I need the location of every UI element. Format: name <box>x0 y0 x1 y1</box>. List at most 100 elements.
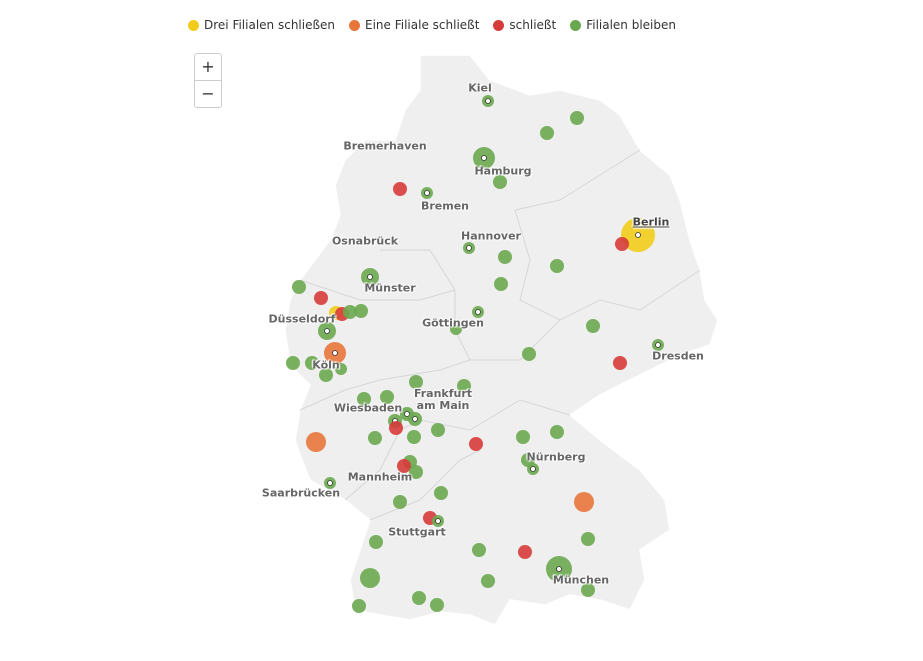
branch-marker <box>472 543 486 557</box>
branch-marker <box>393 495 407 509</box>
legend-item[interactable]: Drei Filialen schließen <box>188 18 335 32</box>
zoom-out[interactable]: − <box>195 80 221 107</box>
city-label: Wiesbaden <box>333 401 403 415</box>
branch-marker <box>369 535 383 549</box>
branch-marker <box>380 390 394 404</box>
city-label: Saarbrücken <box>261 486 341 500</box>
city-label: Bremerhaven <box>343 139 427 153</box>
city-dot <box>435 518 441 524</box>
city-label: Nürnberg <box>526 450 586 464</box>
branch-marker <box>360 568 380 588</box>
city-label: Stuttgart <box>388 525 446 539</box>
branch-marker <box>613 356 627 370</box>
city-dot <box>412 416 418 422</box>
branch-marker <box>412 591 426 605</box>
branch-marker <box>286 356 300 370</box>
branch-marker <box>368 431 382 445</box>
branch-marker <box>409 375 423 389</box>
branch-marker <box>574 492 594 512</box>
branch-marker <box>518 545 532 559</box>
city-label: Berlin <box>632 215 670 229</box>
legend-swatch <box>493 19 505 31</box>
city-dot <box>481 155 487 161</box>
city-dot <box>324 328 330 334</box>
legend-label: Filialen bleiben <box>586 18 676 32</box>
zoom-in[interactable]: + <box>201 57 215 76</box>
city-label: Osnabrück <box>331 234 399 248</box>
branch-marker <box>550 425 564 439</box>
zoom-control[interactable]: + − <box>194 53 222 108</box>
branch-marker <box>305 356 319 370</box>
branch-marker <box>292 280 306 294</box>
branch-marker <box>393 182 407 196</box>
branch-marker <box>389 421 403 435</box>
city-dot <box>475 309 481 315</box>
branch-marker <box>516 430 530 444</box>
branch-marker <box>581 532 595 546</box>
city-label: Münster <box>364 281 416 295</box>
legend-label: Eine Filiale schließt <box>365 18 480 32</box>
branch-marker <box>397 459 411 473</box>
branch-marker <box>407 430 421 444</box>
branch-marker <box>352 599 366 613</box>
branch-marker <box>431 423 445 437</box>
branch-marker <box>570 111 584 125</box>
city-label: Dresden <box>652 349 704 363</box>
legend-swatch <box>349 19 361 31</box>
branch-marker <box>319 368 333 382</box>
branch-marker <box>354 304 368 318</box>
city-label: Hamburg <box>474 164 532 178</box>
branch-marker <box>522 347 536 361</box>
city-dot <box>485 98 491 104</box>
legend-item[interactable]: Eine Filiale schließt <box>349 18 479 32</box>
branch-marker <box>357 392 371 406</box>
city-dot <box>556 566 562 572</box>
branch-marker <box>498 250 512 264</box>
branch-marker <box>306 432 326 452</box>
city-dot <box>466 245 472 251</box>
branch-marker <box>540 126 554 140</box>
branch-marker <box>550 259 564 273</box>
city-label: Hannover <box>461 229 521 243</box>
city-dot <box>327 480 333 486</box>
city-label: Kiel <box>468 81 492 95</box>
city-dot <box>332 350 338 356</box>
branch-marker <box>581 583 595 597</box>
legend-swatch <box>570 19 582 31</box>
branch-marker <box>469 437 483 451</box>
legend-item[interactable]: schließt <box>493 18 556 32</box>
city-dot <box>367 274 373 280</box>
germany-outline <box>284 54 719 626</box>
city-label: Göttingen <box>422 316 484 330</box>
city-dot <box>530 466 536 472</box>
city-label: Köln <box>312 358 340 372</box>
legend-swatch <box>188 19 199 31</box>
legend-label: schließt <box>509 18 557 32</box>
branch-marker <box>335 363 347 375</box>
branch-marker <box>586 319 600 333</box>
legend-label: Drei Filialen schließen <box>204 18 336 32</box>
city-label: Mannheim <box>347 470 413 484</box>
branch-marker <box>493 175 507 189</box>
legend: Drei Filialen schließen Eine Filiale schl… <box>188 18 676 32</box>
branch-marker <box>434 486 448 500</box>
branch-marker <box>430 598 444 612</box>
branch-marker <box>457 379 471 393</box>
legend-item[interactable]: Filialen bleiben <box>570 18 676 32</box>
city-label: München <box>552 573 610 587</box>
city-dot <box>404 411 410 417</box>
city-label: Düsseldorf <box>268 312 336 326</box>
branch-marker <box>343 305 357 319</box>
branch-marker <box>615 237 629 251</box>
branch-marker <box>481 574 495 588</box>
branch-marker <box>450 323 462 335</box>
city-dot <box>424 190 430 196</box>
branch-marker <box>314 291 328 305</box>
branch-marker <box>494 277 508 291</box>
city-label: Bremen <box>420 199 470 213</box>
city-label: Frankfurt am Main <box>413 387 473 412</box>
city-dot <box>635 232 641 238</box>
branch-marker <box>409 465 423 479</box>
